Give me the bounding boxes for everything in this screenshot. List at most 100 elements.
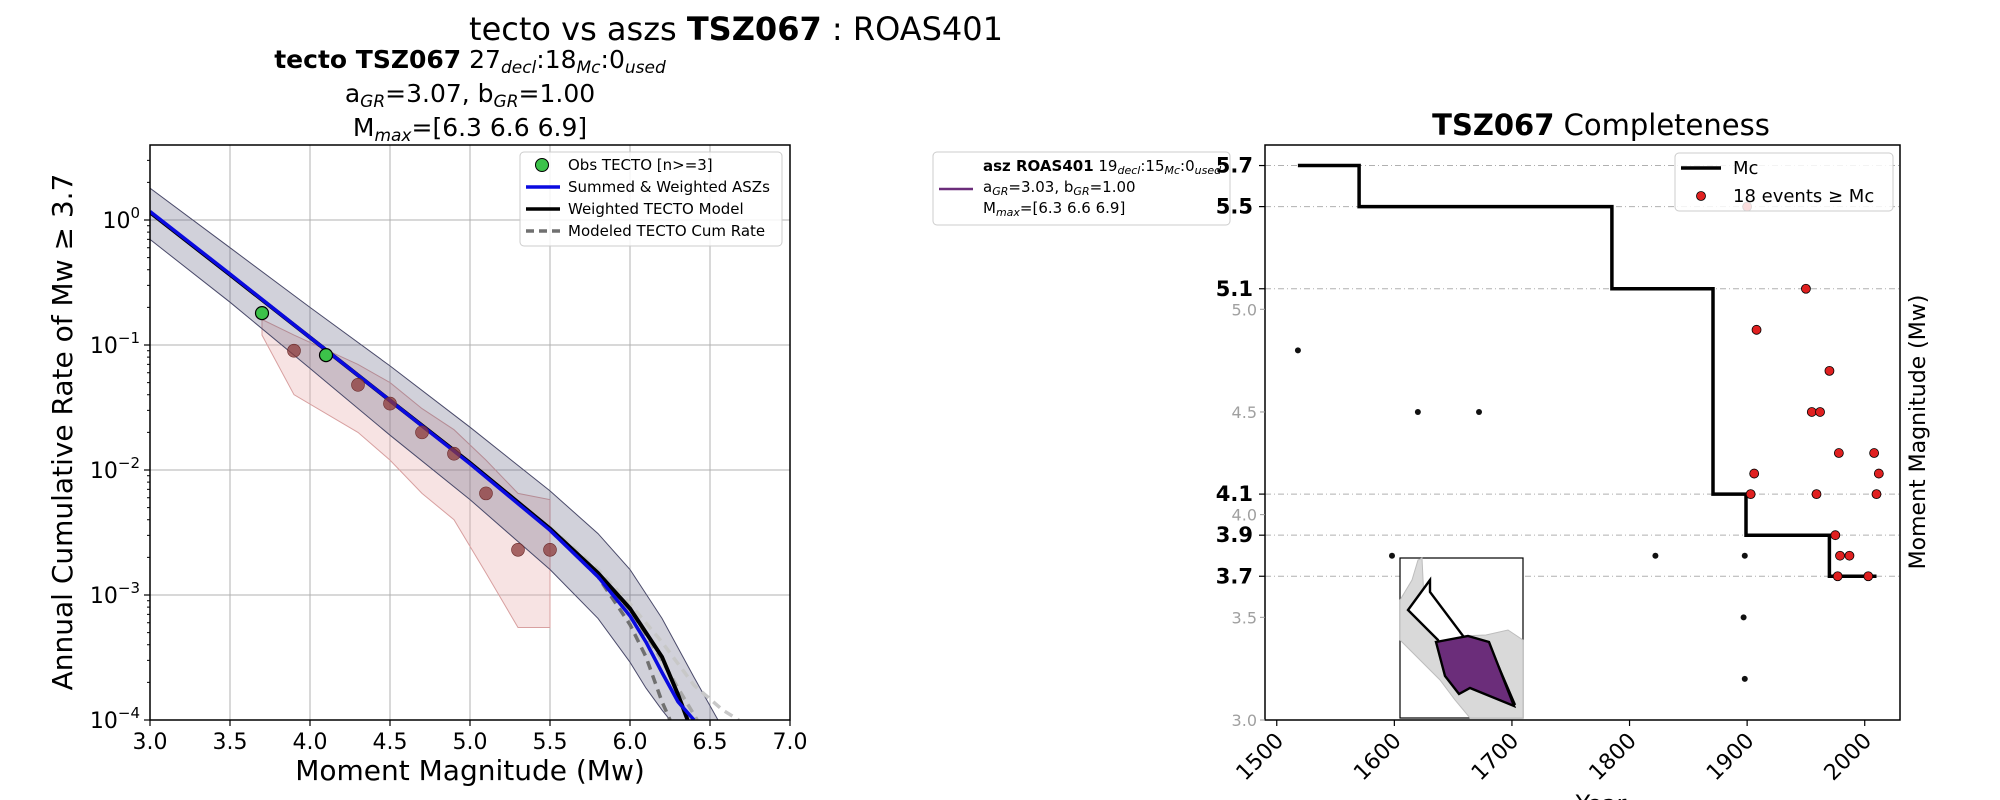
completeness-chart-xlabel: Year [1575,790,1627,800]
asz-obs-point [351,378,365,392]
mc-tick-label: 5.7 [1216,154,1253,178]
rate-chart-xtick-label: 6.0 [613,730,648,755]
rate-chart-title-line3: Mmax=[6.3 6.6 6.9] [353,113,587,146]
completeness-chart-title: TSZ067 Completeness [1432,108,1770,142]
asz-obs-point [511,542,525,557]
asz-legend-line1: asz ROAS401 19decl:15Mc:0used [983,157,1222,177]
mc-tick-label: 3.9 [1216,523,1253,547]
inset-asz-zone [1434,634,1517,709]
below-mc-event-point [1652,552,1659,559]
completeness-chart-plot-area [1265,163,1900,682]
above-mc-event-point [1806,407,1817,417]
rate-chart-title-line1: tecto TSZ067 27decl:18Mc:0used [274,45,666,78]
legend-events-marker [1696,191,1706,201]
completeness-xtick-label: 1600 [1349,729,1406,786]
mc-tick-label: 5.1 [1216,277,1253,301]
above-mc-event-point [1811,489,1822,500]
rate-chart-legend: Obs TECTO [n>=3] Summed & Weighted ASZs … [519,151,783,247]
above-mc-event-point [1871,489,1882,500]
mc-tick-label: 3.7 [1216,564,1253,588]
above-mc-event-point [1830,530,1841,541]
asz-obs-point [543,542,557,557]
figure-suptitle: tecto vs aszs TSZ067 : ROAS401 [469,10,1003,48]
rate-chart-xtick-label: 4.0 [293,730,328,755]
rate-chart-x-ticks: 3.0 3.5 4.0 4.5 5.0 5.5 6.0 6.5 7.0 [133,720,808,755]
asz-legend-line3: Mmax=[6.3 6.6 6.9] [983,199,1125,219]
rate-chart-xtick-label: 3.5 [213,730,248,755]
completeness-ytick-label: 5.0 [1232,300,1257,319]
below-mc-event-point [1740,614,1747,621]
legend-events-label: 18 events ≥ Mc [1733,186,1874,207]
completeness-chart-frame [1264,144,1901,721]
completeness-xtick-label: 1500 [1232,729,1289,786]
above-mc-event-point [1873,468,1884,479]
rate-chart-ylabel: Annual Cumulative Rate of Mw ≥ 3.7 [46,174,79,691]
completeness-ytick-label: 3.0 [1232,711,1257,730]
asz-legend: asz ROAS401 19decl:15Mc:0used aGR=3.03, … [932,151,1231,226]
rate-chart-ytick-label: 10−3 [90,579,140,609]
completeness-xtick-label: 2000 [1820,729,1877,786]
below-mc-event-point [1294,347,1301,354]
mc-tick-label: 5.5 [1216,195,1253,219]
asz-uncertainty-band [261,318,551,628]
completeness-legend-box [1674,152,1894,212]
above-mc-event-point [1844,550,1855,561]
below-mc-event-point [1414,408,1421,415]
above-mc-event-point [1745,489,1756,500]
rate-chart-plot-area [150,187,740,720]
above-mc-event-point [1833,448,1844,458]
asz-obs-point [383,396,397,411]
above-mc-event-point [1832,571,1843,582]
legend-weighted-label: Weighted TECTO Model [568,200,744,218]
below-mc-event-point [1741,552,1748,559]
legend-modeled-label: Modeled TECTO Cum Rate [568,222,765,240]
asz-obs-point [287,343,301,358]
above-mc-event-point [1751,324,1762,335]
above-mc-event-point [1824,365,1835,376]
legend-obs-marker [535,158,549,172]
below-mc-event-point [1476,408,1483,415]
rate-chart-xtick-label: 5.0 [453,730,488,755]
above-mc-event-point [1815,407,1825,417]
rate-chart-xtick-label: 5.5 [533,730,568,755]
completeness-xtick-label: 1800 [1585,729,1642,786]
completeness-chart-mc-ticks: 3.7 3.9 4.1 5.1 5.5 5.7 [1216,154,1265,588]
rate-chart-ytick-label: 10−2 [90,454,140,484]
completeness-ytick-label: 4.5 [1232,403,1257,422]
rate-chart-title-line2: aGR=3.07, bGR=1.00 [345,79,595,112]
rate-chart-legend-box [519,151,783,247]
rate-chart-ytick-label: 10−1 [90,329,140,359]
completeness-chart: TSZ067 Completeness 1500 1600 1700 1800 1900… [1216,108,1931,800]
below-mc-event-point [1389,552,1395,559]
legend-mc-label: Mc [1733,158,1758,179]
modeled-rate-low-line [548,528,672,720]
above-mc-event-point [1835,550,1845,561]
rate-chart-y-ticks: 100 10−1 10−2 10−3 10−4 [90,159,150,734]
completeness-chart-ylabel: Moment Magnitude (Mw) [1906,295,1931,570]
mc-tick-label: 4.1 [1216,482,1253,506]
inset-map [1399,557,1524,719]
asz-obs-point [479,486,493,501]
asz-legend-box [932,151,1231,226]
completeness-chart-y-ticks: 3.0 3.5 4.0 4.5 5.0 [1232,300,1265,730]
asz-obs-point [415,425,429,440]
above-mc-event-point [1863,571,1874,582]
below-mc-event-point [1741,675,1748,682]
above-mc-event-point [1801,283,1811,294]
rate-chart: tecto TSZ067 27decl:18Mc:0used aGR=3.07,… [46,45,808,787]
legend-obs-label: Obs TECTO [n>=3] [568,156,713,174]
summed-asz-line [150,210,696,720]
rate-chart-ytick-label: 100 [102,204,140,234]
completeness-ytick-label: 3.5 [1232,608,1257,627]
rate-chart-xtick-label: 4.5 [373,730,408,755]
mc-step-line [1297,163,1877,579]
asz-obs-point [447,446,461,461]
completeness-chart-legend: Mc 18 events ≥ Mc [1674,152,1894,212]
rate-chart-xtick-label: 3.0 [133,730,168,755]
modeled-rate-high-line [548,525,740,720]
completeness-xtick-label: 1900 [1702,729,1759,786]
rate-chart-xtick-label: 6.5 [693,730,728,755]
modeled-rate-mid-line [548,527,699,720]
above-mc-event-point [1869,448,1880,458]
